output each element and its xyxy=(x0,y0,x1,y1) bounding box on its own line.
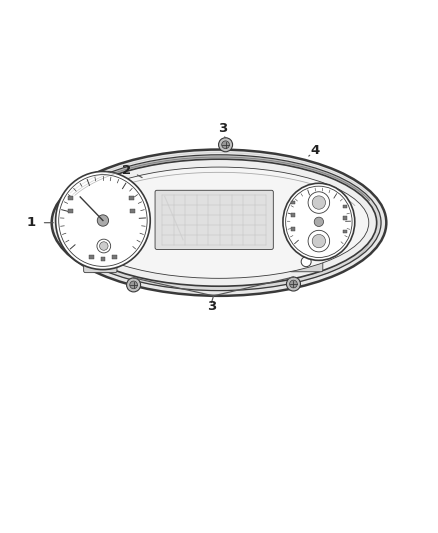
Ellipse shape xyxy=(57,155,381,290)
Bar xyxy=(291,227,295,230)
Text: 4: 4 xyxy=(311,144,320,157)
Circle shape xyxy=(312,196,325,209)
Circle shape xyxy=(127,278,141,292)
FancyBboxPatch shape xyxy=(84,253,117,273)
Circle shape xyxy=(97,215,109,226)
Bar xyxy=(68,197,73,200)
Bar xyxy=(291,213,295,216)
Ellipse shape xyxy=(283,183,355,260)
Bar xyxy=(343,205,347,208)
Bar xyxy=(68,209,73,213)
Text: 3: 3 xyxy=(218,122,227,135)
Bar xyxy=(343,216,347,220)
FancyBboxPatch shape xyxy=(155,190,273,249)
Circle shape xyxy=(308,192,330,213)
Circle shape xyxy=(219,138,233,152)
Circle shape xyxy=(286,277,300,291)
Circle shape xyxy=(222,141,230,149)
Text: 2: 2 xyxy=(123,164,131,176)
Ellipse shape xyxy=(69,167,369,278)
Bar xyxy=(130,209,134,213)
Circle shape xyxy=(312,235,325,248)
Text: 3: 3 xyxy=(207,300,216,313)
Bar xyxy=(291,201,295,204)
Bar xyxy=(343,230,347,233)
Circle shape xyxy=(130,281,138,289)
Ellipse shape xyxy=(56,172,150,270)
Ellipse shape xyxy=(52,150,386,296)
Bar xyxy=(129,197,134,200)
Bar xyxy=(88,255,93,259)
Circle shape xyxy=(301,257,311,266)
Bar xyxy=(112,255,117,259)
Circle shape xyxy=(308,230,330,252)
Circle shape xyxy=(99,242,108,251)
FancyBboxPatch shape xyxy=(290,252,323,272)
Circle shape xyxy=(314,217,324,227)
Circle shape xyxy=(95,257,105,268)
Circle shape xyxy=(290,280,297,288)
Bar xyxy=(100,257,105,261)
Text: 1: 1 xyxy=(27,216,36,229)
Circle shape xyxy=(97,239,111,253)
Ellipse shape xyxy=(61,159,377,286)
